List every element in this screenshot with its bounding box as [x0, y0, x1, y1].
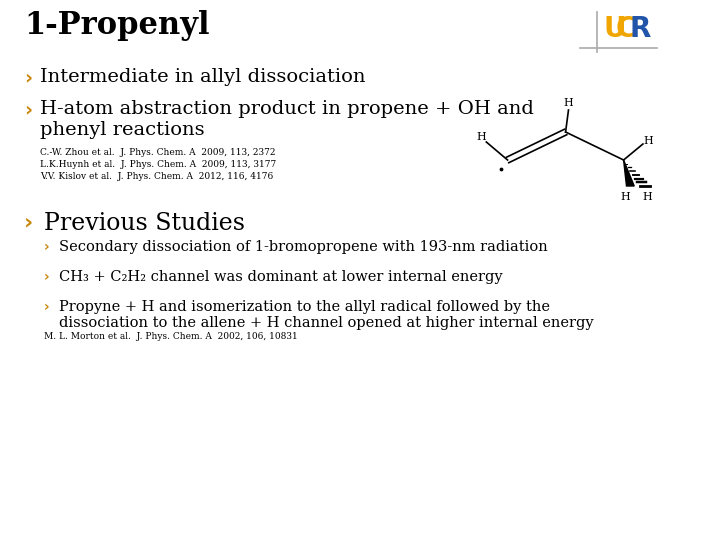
- Text: H-atom abstraction product in propene + OH and
phenyl reactions: H-atom abstraction product in propene + …: [40, 100, 534, 139]
- Text: CH₃ + C₂H₂ channel was dominant at lower internal energy: CH₃ + C₂H₂ channel was dominant at lower…: [59, 270, 503, 284]
- Text: M. L. Morton et al.  J. Phys. Chem. A  2002, 106, 10831: M. L. Morton et al. J. Phys. Chem. A 200…: [43, 332, 297, 341]
- Text: L.K.Huynh et al.  J. Phys. Chem. A  2009, 113, 3177: L.K.Huynh et al. J. Phys. Chem. A 2009, …: [40, 160, 276, 169]
- Text: V.V. Kislov et al.  J. Phys. Chem. A  2012, 116, 4176: V.V. Kislov et al. J. Phys. Chem. A 2012…: [40, 172, 273, 181]
- Text: C: C: [616, 15, 636, 43]
- Text: Intermediate in allyl dissociation: Intermediate in allyl dissociation: [40, 68, 365, 86]
- Text: H: H: [564, 98, 573, 108]
- Text: Propyne + H and isomerization to the allyl radical followed by the
dissociation : Propyne + H and isomerization to the all…: [59, 300, 593, 330]
- Text: ›: ›: [43, 240, 49, 254]
- Text: ›: ›: [24, 100, 32, 119]
- Text: Previous Studies: Previous Studies: [43, 212, 245, 235]
- Text: Secondary dissociation of 1-bromopropene with 193-nm radiation: Secondary dissociation of 1-bromopropene…: [59, 240, 548, 254]
- Text: H: H: [644, 136, 654, 146]
- Text: ›: ›: [43, 270, 49, 284]
- Text: C.-W. Zhou et al.  J. Phys. Chem. A  2009, 113, 2372: C.-W. Zhou et al. J. Phys. Chem. A 2009,…: [40, 148, 275, 157]
- Text: H: H: [477, 132, 486, 142]
- Text: U: U: [603, 15, 626, 43]
- Text: H: H: [643, 192, 652, 202]
- Text: ›: ›: [24, 212, 33, 232]
- Text: ›: ›: [43, 300, 49, 314]
- Text: H: H: [621, 192, 631, 202]
- Polygon shape: [624, 160, 634, 186]
- Text: R: R: [629, 15, 651, 43]
- Text: 1-Propenyl: 1-Propenyl: [24, 10, 210, 41]
- Text: ›: ›: [24, 68, 32, 87]
